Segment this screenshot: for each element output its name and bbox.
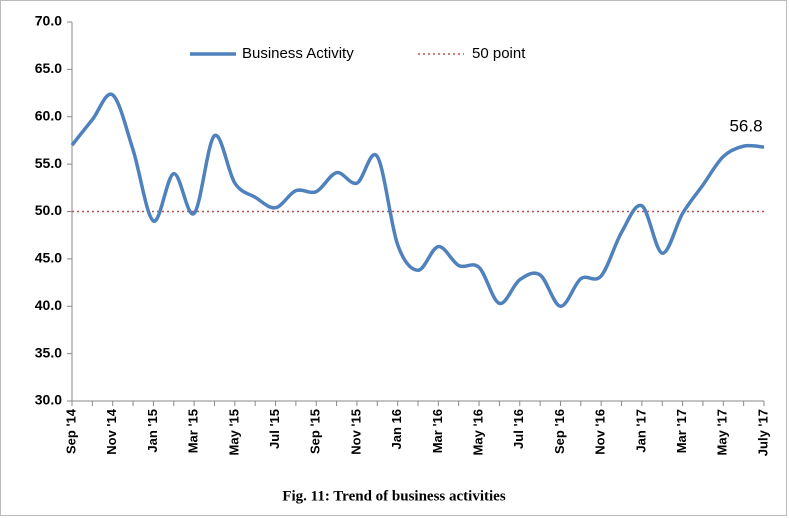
y-tick-label: 70.0 [35, 13, 62, 29]
x-tick-label: Mar '17 [674, 409, 689, 453]
x-tick-label: July '17 [755, 409, 770, 456]
y-tick-label: 30.0 [35, 392, 62, 408]
series-line [70, 92, 765, 308]
x-tick-label: Nov '15 [348, 409, 363, 455]
x-tick-label: Jan 16 [389, 409, 404, 449]
x-tick-label: Jul '15 [267, 409, 282, 449]
x-tick-label: May '16 [470, 409, 485, 455]
y-tick-label: 55.0 [35, 155, 62, 171]
y-tick-label: 45.0 [35, 250, 62, 266]
x-tick-label: Nov '14 [104, 408, 119, 454]
x-tick-label: Nov '16 [593, 409, 608, 455]
x-tick-label: Mar '15 [186, 409, 201, 453]
x-tick-label: Sep '16 [552, 409, 567, 454]
y-tick-label: 50.0 [35, 202, 62, 218]
x-tick-label: Jan '17 [633, 409, 648, 453]
x-tick-label: May '17 [715, 409, 730, 455]
x-tick-label: Sep '14 [63, 408, 78, 454]
x-tick-label: Jan '15 [145, 409, 160, 453]
legend-label: 50 point [472, 45, 526, 62]
x-tick-label: Sep '15 [308, 409, 323, 454]
y-tick-label: 60.0 [35, 107, 62, 123]
y-tick-label: 65.0 [35, 60, 62, 76]
chart-title: Fig. 11: Trend of business activities [282, 488, 506, 504]
y-tick-label: 40.0 [35, 297, 62, 313]
data-label: 56.8 [729, 117, 762, 136]
x-tick-label: May '15 [226, 409, 241, 455]
x-tick-label: Jul '16 [511, 409, 526, 449]
y-tick-label: 35.0 [35, 344, 62, 360]
legend-label: Business Activity [242, 45, 354, 62]
x-tick-label: Mar '16 [430, 409, 445, 453]
